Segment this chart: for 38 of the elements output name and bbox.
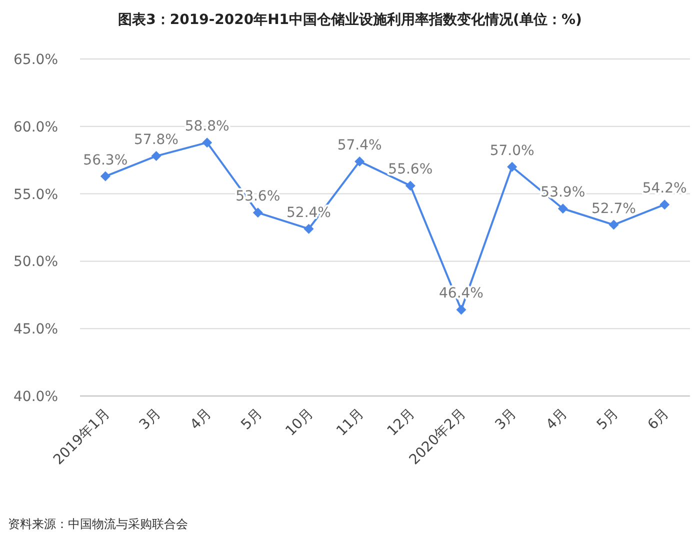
x-tick-label: 4月 <box>543 406 571 434</box>
point <box>456 304 466 315</box>
point <box>252 208 263 218</box>
data-label: 57.8% <box>134 132 178 148</box>
point <box>151 151 162 162</box>
y-tick-label: 45.0% <box>14 322 58 338</box>
chart-title: 图表3：2019-2020年H1中国仓储业设施利用率指数变化情况(单位：%) <box>118 11 582 28</box>
data-label: 56.3% <box>83 152 128 168</box>
data-label: 52.7% <box>592 200 636 217</box>
point <box>558 204 568 214</box>
y-tick-label: 50.0% <box>14 254 58 270</box>
x-tick-label: 4月 <box>187 406 215 434</box>
data-label: 57.0% <box>490 142 534 159</box>
x-tick-label: 11月 <box>334 406 368 440</box>
point <box>608 220 619 230</box>
point <box>100 171 110 182</box>
point <box>507 162 518 172</box>
y-tick-label: 55.0% <box>14 186 58 203</box>
data-label: 55.6% <box>388 162 433 178</box>
x-tick-label: 3月 <box>492 406 520 434</box>
x-tick-label: 6月 <box>644 406 672 434</box>
data-label: 54.2% <box>642 180 687 197</box>
x-tick-label: 12月 <box>384 406 418 440</box>
x-tick-label: 3月 <box>136 406 164 434</box>
y-tick-label: 65.0% <box>14 52 58 68</box>
y-tick-label: 40.0% <box>14 389 58 405</box>
point <box>660 200 670 210</box>
point <box>304 224 314 234</box>
point <box>405 180 416 191</box>
x-tick-label: 5月 <box>238 406 266 434</box>
data-label: 57.4% <box>337 137 382 154</box>
point <box>202 138 212 148</box>
text: 资料来源：中国物流与采购联合会 <box>8 517 188 531</box>
x-tick-label: 10月 <box>282 406 317 440</box>
point <box>354 156 365 166</box>
y-tick-label: 60.0% <box>14 119 58 136</box>
data-label: 58.8% <box>184 118 230 135</box>
x-tick-label: 5月 <box>594 406 622 434</box>
